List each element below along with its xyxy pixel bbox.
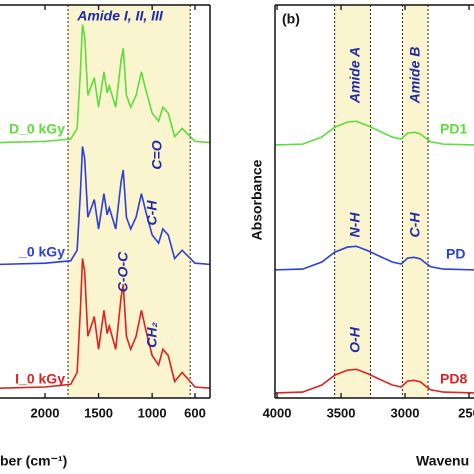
series-label: _0 kGy: [18, 244, 65, 260]
annotation: C-H: [144, 200, 160, 226]
x-tick-label: 1500: [84, 405, 113, 420]
series-label: PD1: [440, 121, 467, 137]
annotation: O-H: [347, 326, 363, 353]
x-tick-label: 250: [458, 405, 474, 420]
annotation: C=O: [149, 140, 165, 169]
series-label: PD8: [440, 371, 467, 387]
x-axis-label: Wavenu: [416, 453, 469, 469]
highlight-band: [402, 5, 429, 398]
spectrum-line: [0, 146, 211, 266]
series-label: PD: [446, 246, 465, 262]
annotation: C-H: [407, 212, 423, 238]
x-tick-label: 3500: [327, 405, 356, 420]
spectrum-line: [274, 245, 474, 271]
spectrum-line: [0, 258, 211, 389]
spectrum-line: [274, 368, 474, 394]
annotation: CH₂: [144, 322, 160, 348]
spectrum-line: [274, 120, 474, 146]
annotation: Amide I, II, III: [76, 8, 164, 24]
y-axis-label: Absorbance: [249, 159, 265, 240]
annotation: Amide A: [347, 47, 363, 104]
series-label: D_0 kGy: [9, 121, 65, 137]
x-tick-label: 600: [184, 405, 206, 420]
annotation: C-O-C: [115, 251, 131, 292]
x-axis-label: ber (cm⁻¹): [0, 453, 67, 469]
spectrum-line: [0, 24, 211, 144]
panel-label: (b): [282, 11, 300, 27]
series-label: I_0 kGy: [15, 371, 65, 387]
x-tick-label: 2000: [31, 405, 60, 420]
highlight-band: [334, 5, 371, 398]
annotation: N-H: [347, 212, 363, 238]
annotation: Amide B: [407, 47, 423, 105]
x-tick-label: 1000: [138, 405, 167, 420]
x-tick-label: 4000: [263, 405, 292, 420]
x-tick-label: 3000: [391, 405, 420, 420]
